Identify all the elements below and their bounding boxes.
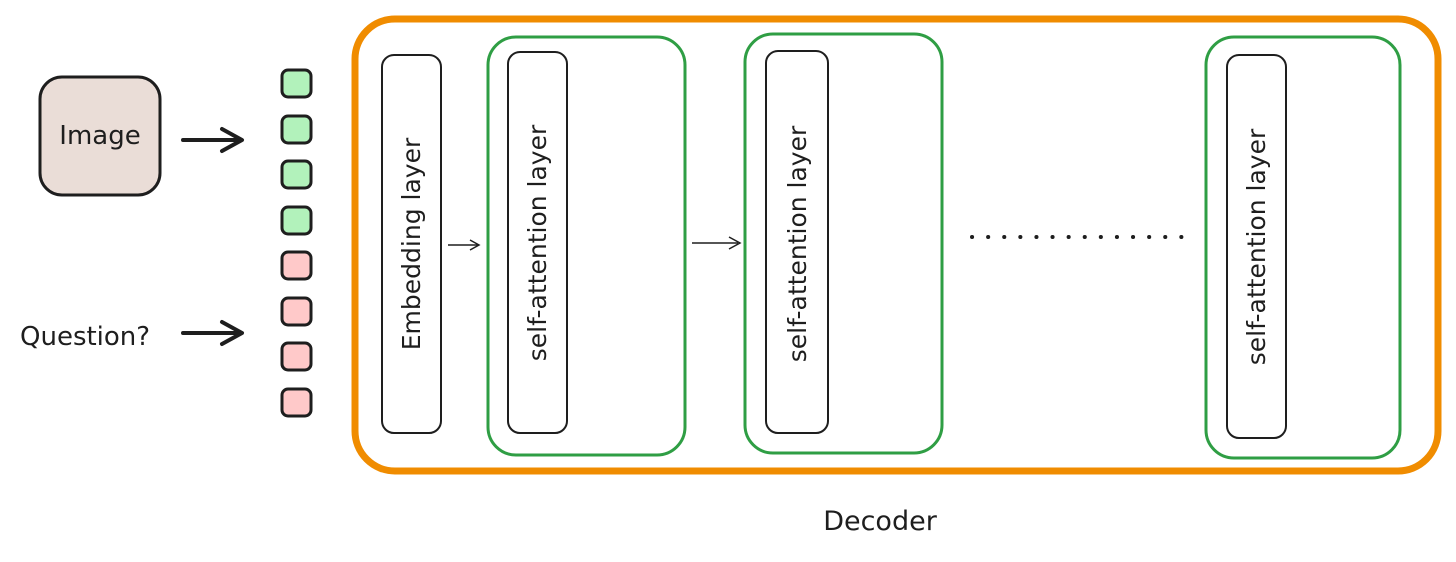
self-attention-label-2: self-attention layer	[783, 125, 812, 362]
image-token	[280, 114, 313, 145]
arrow-block-1-to-block-2	[692, 236, 742, 250]
embedding-layer-label: Embedding layer	[397, 137, 426, 350]
self-attention-block-3: self-attention layer	[1204, 35, 1402, 460]
arrow-embedding-to-block-1	[448, 239, 481, 251]
self-attention-block-2: self-attention layer	[743, 32, 944, 455]
question-token	[280, 387, 313, 418]
question-label: Question?	[20, 322, 150, 352]
decoder-label: Decoder	[823, 506, 938, 537]
image-input: Image	[38, 75, 162, 197]
question-arrow	[181, 320, 244, 346]
image-token	[280, 68, 313, 99]
self-attention-label-3: self-attention layer	[1242, 128, 1271, 365]
question-token	[280, 341, 313, 372]
image-arrow	[181, 127, 244, 153]
self-attention-label-1: self-attention layer	[523, 124, 552, 361]
decoder-box	[351, 15, 1442, 475]
question-token	[280, 250, 313, 281]
image-token	[280, 205, 313, 236]
question-token	[280, 296, 313, 327]
image-token	[280, 159, 313, 190]
self-attention-block-1: self-attention layer	[486, 35, 687, 457]
embedding-layer: Embedding layer	[381, 54, 442, 434]
image-label: Image	[59, 121, 140, 151]
token-column	[280, 68, 313, 418]
image-box	[38, 75, 162, 197]
